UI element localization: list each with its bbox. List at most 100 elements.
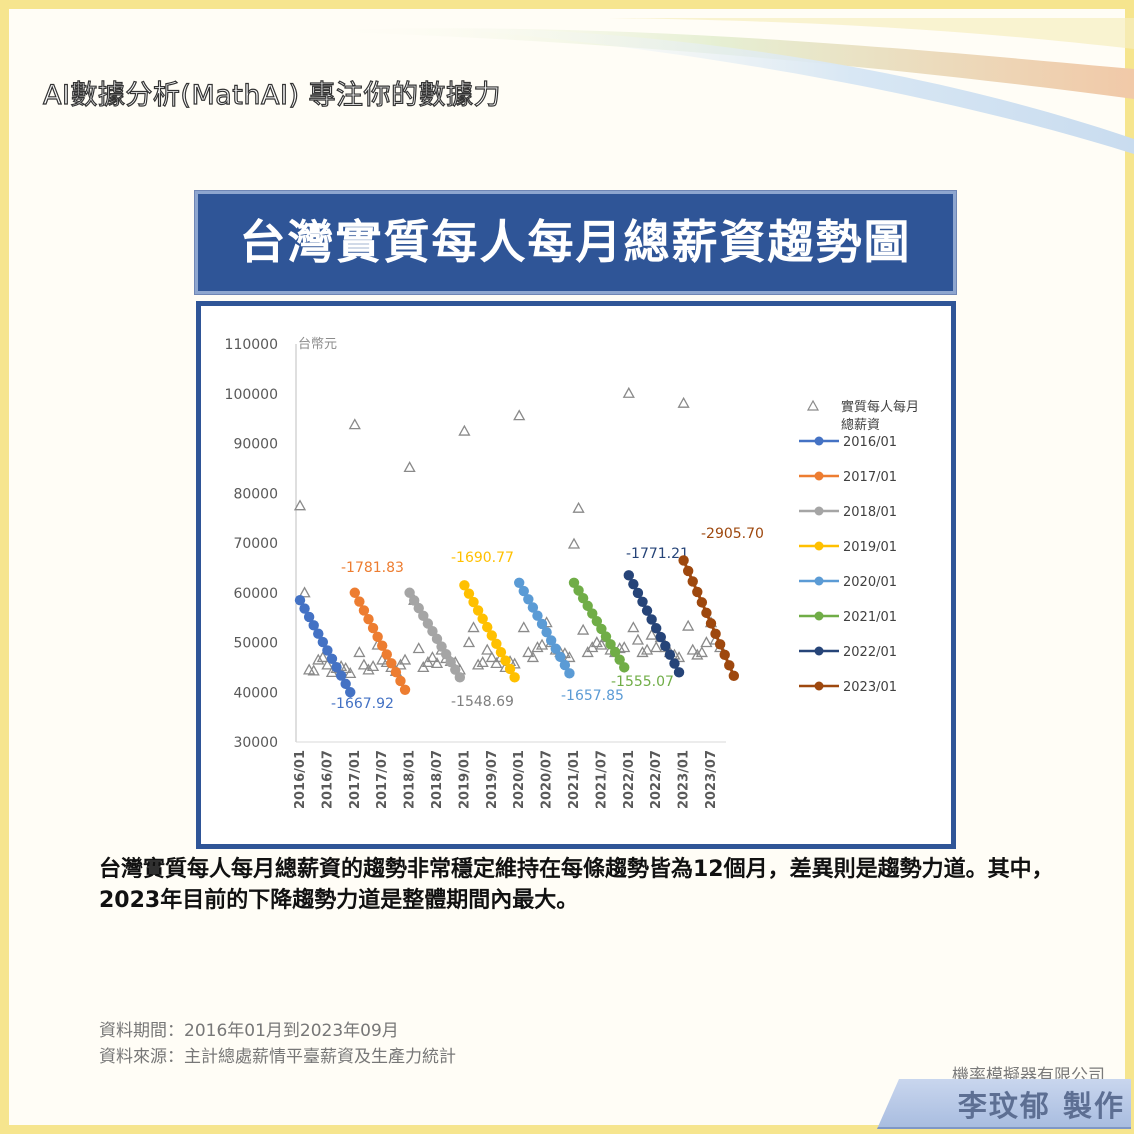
trend-point [381, 649, 392, 660]
legend-label: 2021/01 [843, 610, 897, 625]
scatter-point [462, 636, 476, 648]
trend-point [486, 630, 497, 641]
trend-point [600, 631, 612, 642]
summary-text: 台灣實質每人每月總薪資的趨勢非常穩定維持在每條趨勢皆為12個月，差異則是趨勢力道… [99, 857, 1054, 913]
y-tick-label: 50000 [233, 636, 278, 652]
trend-point [399, 684, 411, 695]
scatter-point [677, 396, 690, 408]
author-badge [877, 1079, 1131, 1129]
trend-point [454, 672, 466, 683]
trend-point [299, 603, 310, 614]
trend-point [413, 602, 424, 614]
trend-point [436, 641, 447, 652]
trend-point [728, 670, 740, 682]
scatter-point [403, 461, 416, 473]
scatter-point [572, 501, 585, 513]
trend-point [651, 623, 662, 634]
legend-marker-scatter [806, 399, 820, 411]
x-tick-label: 2021/07 [594, 750, 609, 809]
legend-label: 2017/01 [843, 470, 897, 485]
trend-point [555, 651, 566, 663]
scatter-point [348, 418, 361, 430]
scatter-point [650, 641, 663, 653]
scatter-point [303, 663, 316, 675]
trend-point [349, 587, 360, 598]
trend-point [340, 678, 351, 690]
trend-point [477, 613, 488, 624]
trend-point [719, 649, 730, 661]
trend-point [450, 664, 461, 675]
trend-point [655, 631, 666, 643]
trend-point [491, 638, 502, 650]
scatter-point [691, 648, 704, 660]
scatter-point [513, 409, 526, 421]
trend-point [495, 647, 507, 658]
legend-label: 2018/01 [843, 505, 897, 520]
legend-label: 2023/01 [843, 680, 897, 695]
trend-point [619, 662, 630, 673]
scatter-point [366, 660, 380, 672]
scatter-point [476, 656, 489, 668]
trend-point [354, 596, 365, 607]
legend-label: 2020/01 [843, 575, 897, 590]
trend-point [628, 578, 639, 590]
site-title: AI數據分析(MathAI) 專注你的數據力 [42, 79, 502, 111]
trend-point [591, 616, 603, 627]
scatter-point [682, 619, 695, 631]
trend-point [386, 658, 397, 669]
legend-marker [814, 646, 824, 656]
x-tick-label: 2019/01 [457, 750, 472, 809]
trend-point [445, 656, 456, 668]
scatter-point [577, 623, 590, 635]
trend-point [509, 672, 520, 683]
scatter-point [590, 636, 603, 648]
author-label: 李玟郁 製作 [957, 1089, 1125, 1123]
data-source-label: 資料來源：主計總處薪情平臺薪資及生產力統計 [99, 1047, 456, 1067]
data-period-label: 資料期間：2016年01月到2023年09月 [99, 1021, 399, 1041]
trend-point [614, 654, 625, 665]
trend-point [408, 595, 420, 606]
legend-label: 2019/01 [843, 540, 897, 555]
legend-marker [814, 611, 824, 621]
trend-point [669, 658, 680, 669]
trend-point [367, 622, 379, 634]
chart-canvas: 110000 100000 90000 80000 70000 60000 50000 400… [225, 337, 919, 809]
legend-marker [814, 541, 824, 551]
trend-point [395, 675, 406, 687]
x-tick-label: 2016/07 [320, 750, 335, 809]
trend-point [308, 620, 319, 631]
trend-point [335, 670, 347, 681]
scatter-point [357, 658, 371, 670]
trend-point [587, 608, 598, 619]
scatter-point [312, 653, 325, 665]
scatter-point [481, 643, 494, 655]
trend-point [514, 577, 525, 588]
trend-point [532, 610, 543, 621]
scatter-point [316, 651, 329, 663]
x-tick-label: 2018/07 [430, 750, 445, 809]
header-swoosh-decoration [299, 18, 1134, 154]
trend-point [377, 640, 388, 651]
scatter-point [517, 621, 530, 633]
trend-point [303, 611, 315, 623]
y-tick-label: 60000 [233, 586, 278, 602]
scatter-point [458, 424, 471, 436]
trend-point [545, 635, 557, 646]
trend-point [440, 649, 452, 660]
trend-point [550, 643, 561, 654]
trend-point [390, 666, 402, 678]
x-tick-label: 2021/01 [567, 750, 582, 809]
trend-point [705, 618, 717, 629]
x-tick-label: 2020/07 [540, 750, 555, 809]
trend-point [294, 595, 306, 606]
chart-container: 110000 100000 90000 80000 70000 60000 50000 400… [196, 301, 956, 849]
trend-point [518, 585, 529, 597]
trend-point [687, 576, 698, 587]
scatter-point [293, 499, 307, 511]
scatter-point [344, 667, 357, 678]
scatter-point [426, 651, 439, 663]
y-unit-label: 台幣元 [298, 337, 337, 352]
trend-point [536, 618, 548, 630]
trend-point [724, 660, 735, 671]
trend-point [559, 659, 571, 671]
